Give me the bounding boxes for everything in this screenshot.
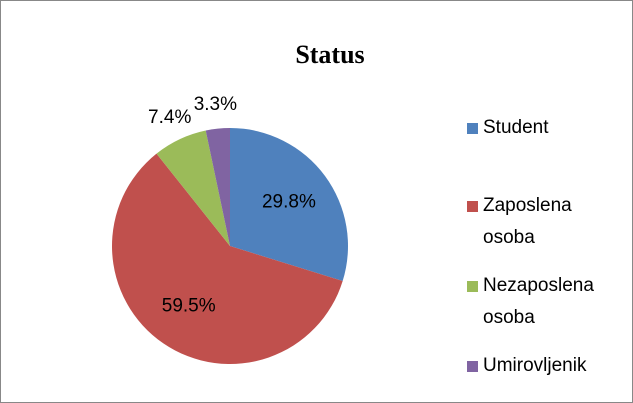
legend-swatch	[467, 361, 478, 372]
legend-label: Umirovljenik	[483, 355, 587, 376]
chart-title: Status	[295, 40, 364, 69]
pie-slice	[205, 128, 230, 246]
data-label: 59.5%	[162, 295, 216, 316]
legend-swatch	[467, 123, 478, 134]
data-label: 7.4%	[148, 107, 191, 128]
legend-item: Student	[467, 112, 617, 144]
data-label: 29.8%	[262, 192, 316, 213]
legend-item: Zaposlena osoba	[467, 190, 617, 254]
legend-label: Nezaposlena osoba	[483, 275, 594, 328]
pie-slice	[230, 128, 348, 282]
legend-item: Nezaposlena osoba	[467, 270, 617, 334]
legend-label: Zaposlena osoba	[483, 195, 572, 248]
data-label: 3.3%	[194, 94, 237, 115]
pie-slice	[156, 130, 230, 246]
legend-label: Student	[483, 117, 549, 138]
legend-item: Umirovljenik	[467, 350, 617, 382]
legend-swatch	[467, 281, 478, 292]
legend-swatch	[467, 201, 478, 212]
pie-slice	[111, 153, 343, 365]
